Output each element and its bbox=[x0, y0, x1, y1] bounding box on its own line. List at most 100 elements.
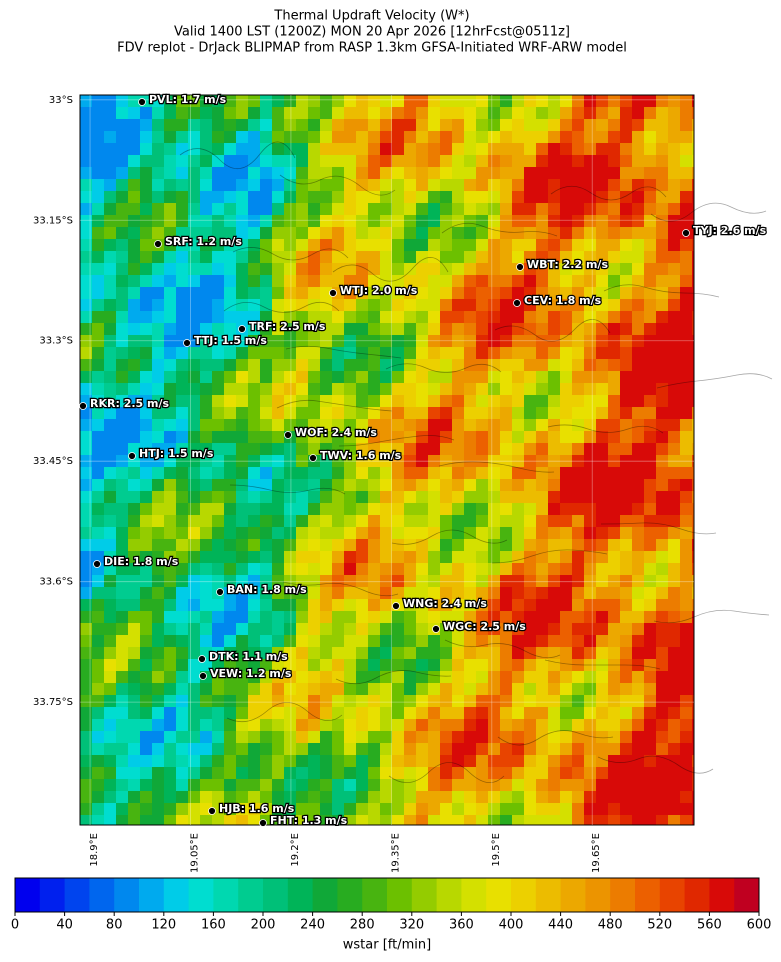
colorbar-bin bbox=[188, 878, 214, 912]
map-cell bbox=[368, 635, 380, 647]
map-cell bbox=[260, 407, 272, 419]
map-cell bbox=[104, 287, 116, 299]
map-cell bbox=[668, 371, 680, 383]
map-cell bbox=[80, 515, 92, 527]
map-cell bbox=[572, 143, 584, 155]
map-cell bbox=[260, 335, 272, 347]
map-cell bbox=[488, 599, 500, 611]
map-cell bbox=[596, 179, 608, 191]
map-cell bbox=[248, 743, 260, 755]
map-cell bbox=[356, 275, 368, 287]
map-cell bbox=[296, 479, 308, 491]
map-cell bbox=[392, 611, 404, 623]
map-cell bbox=[332, 323, 344, 335]
map-cell bbox=[524, 539, 536, 551]
map-cell bbox=[488, 239, 500, 251]
map-cell bbox=[392, 335, 404, 347]
map-cell bbox=[212, 443, 224, 455]
map-cell bbox=[272, 191, 284, 203]
map-cell bbox=[176, 647, 188, 659]
map-cell bbox=[584, 275, 596, 287]
map-cell bbox=[596, 491, 608, 503]
map-cell bbox=[524, 299, 536, 311]
map-cell bbox=[476, 191, 488, 203]
map-cell bbox=[368, 347, 380, 359]
map-cell bbox=[236, 299, 248, 311]
map-cell bbox=[236, 119, 248, 131]
map-cell bbox=[596, 623, 608, 635]
map-cell bbox=[404, 575, 416, 587]
map-cell bbox=[200, 527, 212, 539]
map-cell bbox=[164, 659, 176, 671]
map-cell bbox=[92, 491, 104, 503]
station-label: WTJ: 2.0 m/s bbox=[340, 284, 418, 297]
map-cell bbox=[380, 479, 392, 491]
map-cell bbox=[140, 227, 152, 239]
map-cell bbox=[332, 275, 344, 287]
map-cell bbox=[272, 383, 284, 395]
station-label: WOF: 2.4 m/s bbox=[295, 426, 377, 439]
map-cell bbox=[104, 491, 116, 503]
map-cell bbox=[152, 383, 164, 395]
terrain-contour bbox=[597, 755, 714, 774]
map-cell bbox=[452, 287, 464, 299]
map-cell bbox=[164, 779, 176, 791]
map-cell bbox=[344, 443, 356, 455]
map-cell bbox=[260, 743, 272, 755]
map-cell bbox=[428, 95, 440, 107]
map-cell bbox=[464, 791, 476, 803]
map-cell bbox=[140, 791, 152, 803]
map-cell bbox=[176, 395, 188, 407]
colorbar-tick-label: 0 bbox=[11, 918, 19, 933]
map-cell bbox=[620, 779, 632, 791]
map-cell bbox=[644, 167, 656, 179]
map-cell bbox=[248, 671, 260, 683]
map-cell bbox=[188, 347, 200, 359]
map-cell bbox=[176, 575, 188, 587]
map-cell bbox=[476, 815, 488, 825]
map-cell bbox=[428, 299, 440, 311]
map-cell bbox=[284, 719, 296, 731]
map-cell bbox=[320, 803, 332, 815]
map-cell bbox=[104, 347, 116, 359]
map-cell bbox=[296, 683, 308, 695]
map-cell bbox=[572, 551, 584, 563]
map-cell bbox=[596, 155, 608, 167]
map-cell bbox=[188, 455, 200, 467]
map-cell bbox=[308, 263, 320, 275]
map-cell bbox=[248, 311, 260, 323]
map-cell bbox=[308, 659, 320, 671]
map-cell bbox=[524, 551, 536, 563]
map-cell bbox=[116, 683, 128, 695]
map-cell bbox=[596, 263, 608, 275]
map-cell bbox=[428, 743, 440, 755]
map-cell bbox=[140, 107, 152, 119]
map-cell bbox=[344, 395, 356, 407]
map-cell bbox=[296, 215, 308, 227]
map-cell bbox=[680, 623, 692, 635]
map-cell bbox=[560, 287, 572, 299]
map-cell bbox=[236, 203, 248, 215]
map-cell bbox=[404, 683, 416, 695]
map-cell bbox=[92, 215, 104, 227]
map-cell bbox=[164, 599, 176, 611]
map-cell bbox=[104, 167, 116, 179]
map-cell bbox=[512, 359, 524, 371]
map-cell bbox=[428, 815, 440, 825]
map-cell bbox=[572, 107, 584, 119]
map-cell bbox=[92, 299, 104, 311]
map-cell bbox=[188, 635, 200, 647]
map-cell bbox=[632, 263, 644, 275]
map-cell bbox=[248, 479, 260, 491]
map-cell bbox=[452, 707, 464, 719]
map-cell bbox=[200, 431, 212, 443]
map-cell bbox=[380, 779, 392, 791]
map-cell bbox=[128, 527, 140, 539]
map-cell bbox=[416, 191, 428, 203]
map-cell bbox=[320, 359, 332, 371]
map-cell bbox=[152, 719, 164, 731]
map-cell bbox=[356, 767, 368, 779]
map-cell bbox=[332, 599, 344, 611]
map-cell bbox=[404, 167, 416, 179]
map-cell bbox=[116, 167, 128, 179]
